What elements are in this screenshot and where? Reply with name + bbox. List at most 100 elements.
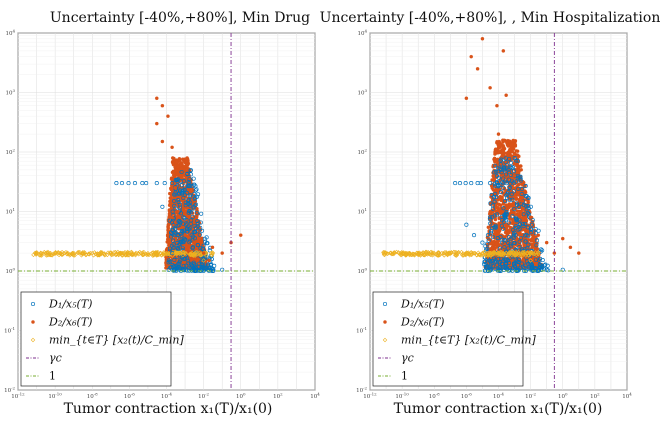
data-point xyxy=(190,258,194,262)
data-point xyxy=(495,139,499,144)
data-point xyxy=(173,163,178,168)
legend-label: min_{t∈T} [x₂(t)/C_min] xyxy=(401,334,536,347)
data-point xyxy=(497,221,501,225)
data-point xyxy=(183,233,187,237)
x-tick-label: 102 xyxy=(590,392,600,401)
data-point xyxy=(504,140,509,145)
x-axis-label: Tumor contraction x₁(T)/x₁(0) xyxy=(394,401,603,417)
data-point xyxy=(488,210,492,214)
x-tick-label: 10-8 xyxy=(429,392,440,401)
data-point xyxy=(568,245,573,250)
data-point xyxy=(516,213,521,218)
x-tick-label: 10-8 xyxy=(87,392,98,401)
x-tick-label: 100 xyxy=(558,392,568,401)
data-point xyxy=(168,191,172,196)
data-point xyxy=(155,121,159,126)
data-point xyxy=(166,231,171,235)
data-point xyxy=(497,229,502,233)
data-point xyxy=(561,236,565,241)
data-point xyxy=(220,251,224,255)
data-point xyxy=(173,186,178,190)
data-point xyxy=(520,199,524,203)
x-tick-label: 10-4 xyxy=(493,392,504,401)
data-point xyxy=(509,203,514,208)
data-point xyxy=(174,168,179,172)
data-point xyxy=(210,245,215,250)
data-point xyxy=(184,157,188,161)
legend-label: γc xyxy=(401,352,414,365)
data-point xyxy=(507,228,511,233)
data-point xyxy=(520,217,525,221)
chart-min-hospitalization: Uncertainty [-40%,+80%], , Min Hospitali… xyxy=(320,10,661,417)
data-point xyxy=(515,209,520,213)
data-point xyxy=(495,103,499,108)
chart-title: Uncertainty [-40%,+80%], Min Drug xyxy=(50,10,310,26)
y-tick-label: 104 xyxy=(5,29,15,38)
data-point xyxy=(504,93,508,97)
data-point xyxy=(188,193,193,198)
data-point xyxy=(174,160,179,165)
y-tick-label: 104 xyxy=(357,29,367,38)
legend-label: D₂/x₆(T) xyxy=(400,316,444,329)
chart-title: Uncertainty [-40%,+80%], , Min Hospitali… xyxy=(320,10,661,26)
data-point xyxy=(493,217,498,222)
data-point xyxy=(508,147,512,152)
legend-symbol xyxy=(383,320,387,324)
data-point xyxy=(504,203,509,207)
legend-label: D₁/x₅(T) xyxy=(48,298,92,311)
data-point xyxy=(494,241,498,246)
chart-min-drug: Uncertainty [-40%,+80%], Min Drug 10-12 1… xyxy=(4,10,320,417)
data-point xyxy=(177,174,182,178)
data-point xyxy=(517,182,521,186)
x-axis-label: Tumor contraction x₁(T)/x₁(0) xyxy=(64,401,273,417)
data-point xyxy=(536,233,541,237)
data-point xyxy=(493,147,498,151)
data-point xyxy=(503,230,508,235)
y-tick-label: 10-2 xyxy=(4,386,15,395)
data-point xyxy=(544,240,549,245)
data-point xyxy=(175,209,180,214)
x-tick-label: 10-2 xyxy=(525,392,536,401)
data-point xyxy=(172,170,176,174)
legend-label: 1 xyxy=(49,370,56,383)
data-point xyxy=(520,182,524,187)
x-tick-label: 102 xyxy=(273,392,283,401)
y-tick-label: 100 xyxy=(5,267,15,276)
data-point xyxy=(173,238,178,242)
data-point xyxy=(515,153,520,157)
data-point xyxy=(155,96,159,101)
data-point xyxy=(498,143,502,147)
legend-label: min_{t∈T} [x₂(t)/C_min] xyxy=(49,334,184,347)
data-point xyxy=(518,164,523,168)
data-point xyxy=(512,151,517,156)
y-tick-label: 103 xyxy=(5,88,15,97)
data-point xyxy=(170,145,174,150)
data-point xyxy=(523,228,528,232)
data-point xyxy=(179,169,184,175)
data-point xyxy=(516,168,521,172)
x-tick-label: 10-6 xyxy=(124,392,135,401)
data-point xyxy=(524,219,529,223)
data-point xyxy=(512,196,517,200)
y-tick-label: 10-2 xyxy=(356,386,367,395)
y-tick-label: 102 xyxy=(357,148,367,157)
data-point xyxy=(195,219,200,224)
data-point xyxy=(469,54,473,59)
y-tick-label: 101 xyxy=(5,207,15,216)
data-point xyxy=(166,223,171,227)
data-point xyxy=(196,257,200,261)
legend-label: 1 xyxy=(401,370,408,383)
data-point xyxy=(494,188,499,193)
data-point xyxy=(184,162,189,167)
data-point xyxy=(160,103,165,108)
x-tick-label: 10-10 xyxy=(48,392,62,401)
data-point xyxy=(486,225,491,230)
data-point xyxy=(176,165,180,170)
data-point xyxy=(166,114,170,118)
data-point xyxy=(464,96,469,101)
y-tick-label: 101 xyxy=(357,207,367,216)
data-point xyxy=(480,37,485,41)
x-tick-label: 10-12 xyxy=(11,392,25,401)
data-point xyxy=(509,143,513,148)
